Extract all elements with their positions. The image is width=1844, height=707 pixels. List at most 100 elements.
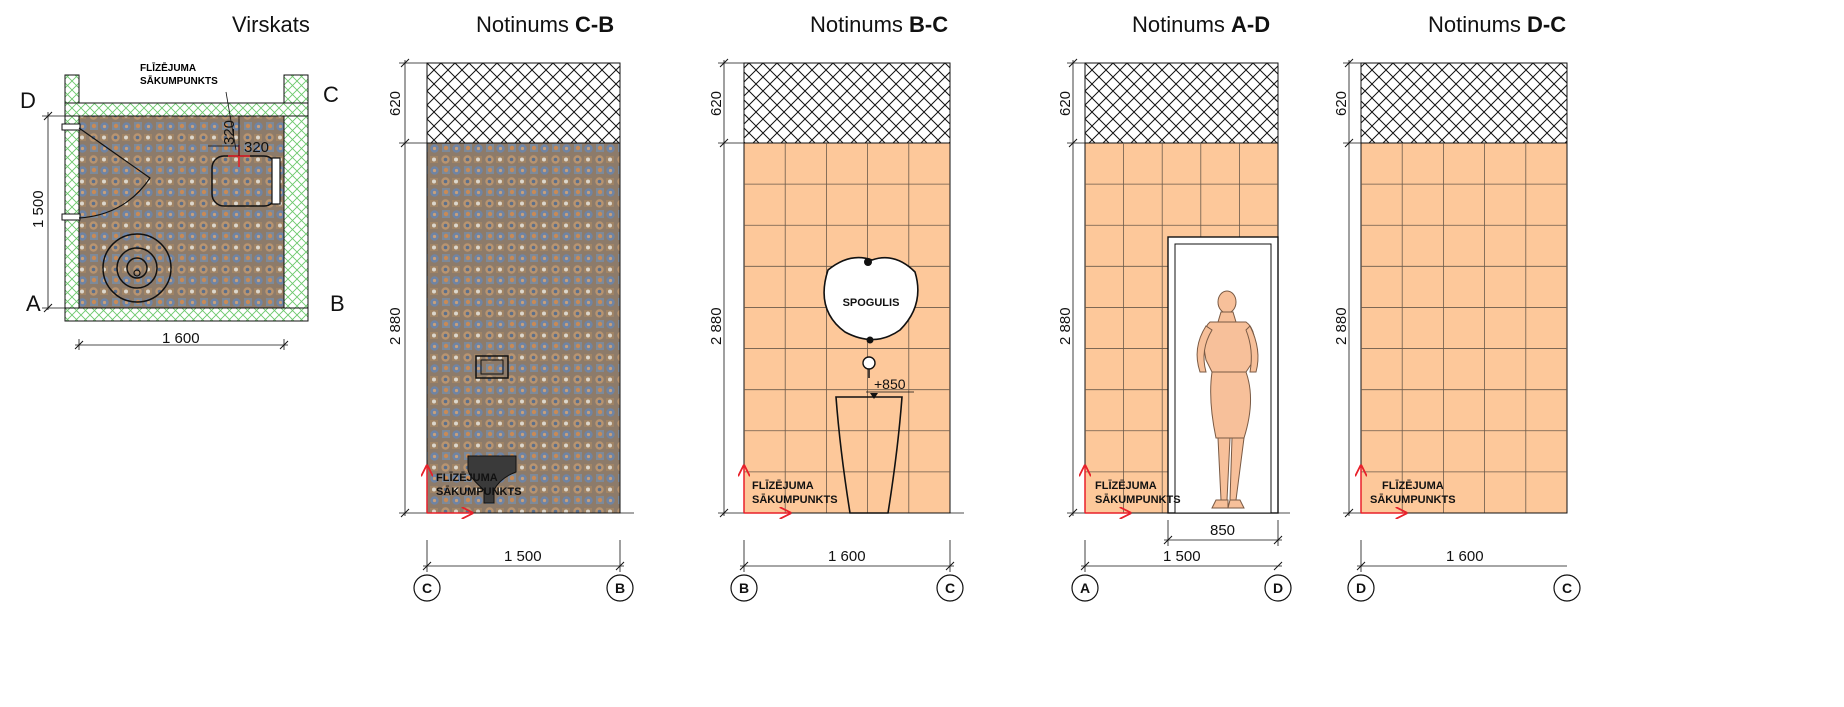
ad-person-figure <box>1196 290 1259 509</box>
plan-corner-c: C <box>323 82 339 107</box>
cb-tick-5 <box>615 561 625 571</box>
plan-depth-tick-bottom <box>43 303 53 313</box>
cb-dim-top: 620 <box>387 91 404 116</box>
dc-tick-1 <box>1344 58 1354 68</box>
ad-width: 1 500 <box>1163 548 1201 565</box>
bc-axis-right <box>936 574 964 602</box>
ad-axis-right <box>1264 574 1292 602</box>
bc-mirror-ornament <box>864 258 872 266</box>
cb-tile-area <box>426 142 621 514</box>
view-dc-title: Notinums D-C <box>1428 12 1566 37</box>
view-bc-title: Notinums B-C <box>810 12 948 37</box>
cb-tick-2 <box>400 138 410 148</box>
ad-tick-1 <box>1068 58 1078 68</box>
cb-tick-4 <box>422 561 432 571</box>
bc-height-mark: +850 <box>874 376 906 392</box>
door-jamb-top <box>61 123 81 131</box>
bc-tick-2 <box>719 138 729 148</box>
ad-tick-4 <box>1080 561 1090 571</box>
plan-floor-tiles <box>78 115 285 309</box>
plan-drain <box>133 269 141 277</box>
bc-upper-wall <box>743 62 951 144</box>
plan-toilet-tank <box>271 157 281 205</box>
cb-start-label-2: SĀKUMPUNKTS <box>436 486 522 498</box>
ad-tick-door-2 <box>1273 535 1283 545</box>
bc-mirror-label: SPOGULIS <box>843 297 900 309</box>
plan-wall-top <box>64 102 309 117</box>
bc-tick-4 <box>739 561 749 571</box>
plan-width-dim: 1 600 <box>162 330 200 347</box>
dc-dim-top: 620 <box>1333 91 1350 116</box>
ad-axis-left-label: A <box>1080 580 1090 596</box>
view-cb-title: Notinums C-B <box>476 12 614 37</box>
ad-tick-3 <box>1068 508 1078 518</box>
ad-axis-left <box>1071 574 1099 602</box>
ad-axis-right-label: D <box>1273 580 1283 596</box>
cb-tick-3 <box>400 508 410 518</box>
bc-tick-1 <box>719 58 729 68</box>
dc-tick-4 <box>1356 561 1366 571</box>
dc-tick-3 <box>1344 508 1354 518</box>
elevation-dc: 620 2 880 1 600 D C FLĪZĒJUMA SĀKUMPUNKT… <box>1333 58 1581 602</box>
plan-start-label-1: FLĪZĒJUMA <box>140 62 196 74</box>
dc-axis-left-label: D <box>1356 580 1366 596</box>
dc-start-label-1: FLĪZĒJUMA <box>1382 480 1444 492</box>
cb-start-label-1: FLĪZĒJUMA <box>436 472 498 484</box>
bc-faucet <box>862 356 876 370</box>
bc-axis-right-label: C <box>945 580 955 596</box>
plan-width-tick-left <box>74 340 84 350</box>
plan-start-label-2: SĀKUMPUNKTS <box>140 75 218 87</box>
dc-axis-left <box>1347 574 1375 602</box>
plan-corner-d: D <box>20 88 36 113</box>
ad-start-label-1: FLĪZĒJUMA <box>1095 480 1157 492</box>
bc-dim-height: 2 880 <box>708 307 725 345</box>
cb-upper-wall <box>426 62 621 144</box>
cb-width: 1 500 <box>504 548 542 565</box>
plan-wall-bottom <box>64 307 309 322</box>
plan-basin-mid <box>116 247 158 289</box>
dc-start-label-2: SĀKUMPUNKTS <box>1370 494 1456 506</box>
elevation-cb: 620 2 880 1 500 C B FLĪZĒJUMA SĀKUMPUNKT… <box>387 58 634 602</box>
cb-tick-1 <box>400 58 410 68</box>
cb-axis-left <box>413 574 441 602</box>
door-jamb-bottom <box>61 213 81 221</box>
view-ad-title: Notinums A-D <box>1132 12 1270 37</box>
door-swing <box>78 127 151 219</box>
dc-tile-area <box>1360 142 1568 514</box>
cb-paper-holder-inner <box>480 359 504 375</box>
bc-tick-5 <box>945 561 955 571</box>
elevation-ad: 850 620 2 880 1 500 A D FLĪZĒJUMA SĀKUMP… <box>1057 58 1292 602</box>
cb-axis-left-label: C <box>422 580 432 596</box>
bc-tick-3 <box>719 508 729 518</box>
bc-height-triangle <box>870 393 878 399</box>
plan-depth-tick-top <box>43 111 53 121</box>
plan-basin-inner <box>126 257 148 279</box>
ad-dim-height: 2 880 <box>1057 307 1074 345</box>
plan-view: FLĪZĒJUMA SĀKUMPUNKTS 320 320 D C A B 1 … <box>20 62 345 350</box>
cb-toilet <box>467 455 517 504</box>
ad-start-label-2: SĀKUMPUNKTS <box>1095 494 1181 506</box>
ad-tick-2 <box>1068 138 1078 148</box>
plan-corner-b: B <box>330 291 345 316</box>
cb-axis-right <box>606 574 634 602</box>
bc-axis-left-label: B <box>739 580 749 596</box>
plan-width-tick-right <box>279 340 289 350</box>
cb-axis-right-label: B <box>615 580 625 596</box>
dc-tick-2 <box>1344 138 1354 148</box>
elevation-bc: SPOGULIS +850 620 2 880 1 600 B C FLĪZĒJ… <box>708 58 964 602</box>
plan-title: Virskats <box>232 12 310 37</box>
dc-dim-height: 2 880 <box>1333 307 1350 345</box>
dc-tile-grid <box>1361 143 1567 513</box>
bc-dim-top: 620 <box>708 91 725 116</box>
dc-axis-right-label: C <box>1562 580 1572 596</box>
plan-start-leader <box>225 91 237 151</box>
bc-mirror-bottom <box>866 336 874 344</box>
ad-tick-door-1 <box>1163 535 1173 545</box>
plan-depth-dim: 1 500 <box>30 190 47 228</box>
cb-paper-holder <box>475 355 509 379</box>
cb-dim-height: 2 880 <box>387 307 404 345</box>
dc-axis-right <box>1553 574 1581 602</box>
bc-start-label-2: SĀKUMPUNKTS <box>752 494 838 506</box>
plan-basin-outer <box>102 233 172 303</box>
dc-width: 1 600 <box>1446 548 1484 565</box>
